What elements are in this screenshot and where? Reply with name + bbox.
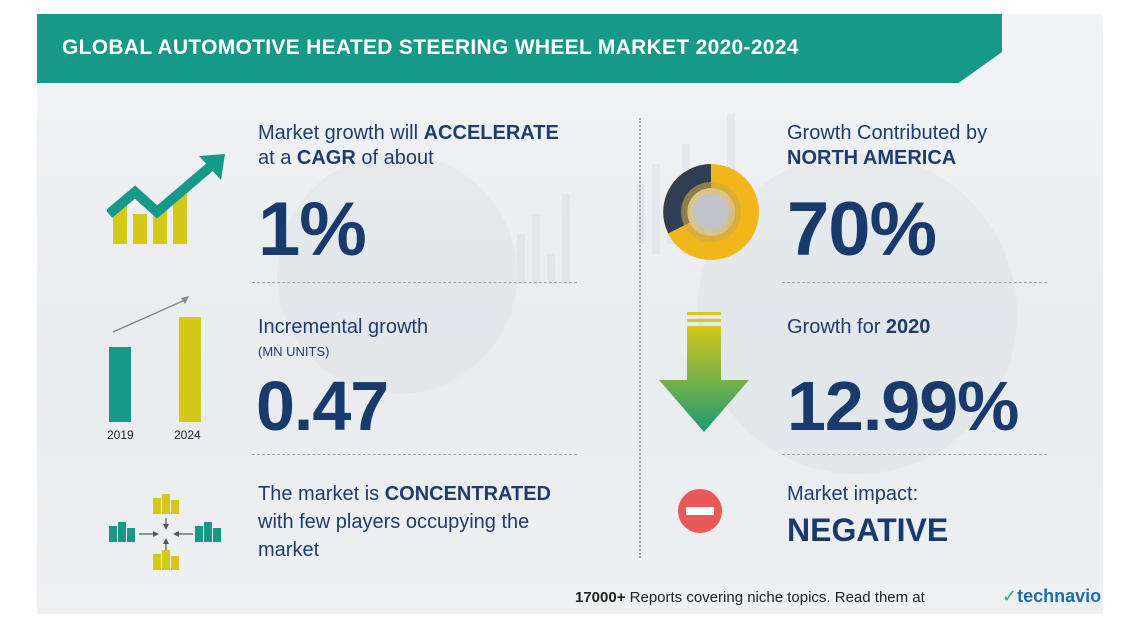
footer-text: 17000+ Reports covering niche topics. Re… (575, 589, 925, 606)
concentration-line2: with few players occupying the (258, 511, 530, 533)
impact-label: Market impact: (787, 483, 919, 505)
concentration-prefix: The market is (258, 483, 385, 505)
row-divider (782, 282, 1047, 283)
yoy-prefix: Growth for (787, 316, 886, 338)
region-line2: NORTH AMERICA (787, 145, 956, 171)
cagr-text-line2: at a CAGR of about (258, 145, 434, 171)
yoy-year: 2020 (885, 316, 931, 338)
bar-label-2024: 2024 (174, 428, 201, 442)
concentration-line3: market (258, 539, 320, 561)
incremental-label: Incremental growth (258, 316, 429, 338)
region-value: 70% (787, 187, 937, 272)
concentration-bold: CONCENTRATED (384, 483, 551, 505)
cagr-label: CAGR (296, 147, 356, 169)
technavio-logo-icon: ✓ (1002, 586, 1018, 606)
footer-count: 17000+ (575, 589, 626, 606)
row-divider (782, 454, 1047, 455)
cagr-value: 1% (258, 187, 367, 272)
region-line1: Growth Contributed by (787, 122, 988, 144)
down-arrow-icon (659, 312, 749, 432)
title-banner (37, 14, 1002, 83)
row-divider (252, 454, 577, 455)
technavio-logo[interactable]: ✓technavio (1002, 586, 1101, 607)
impact-value: NEGATIVE (787, 512, 949, 548)
row-divider (252, 282, 577, 283)
region-name: NORTH AMERICA (787, 147, 957, 169)
cagr-at-a: at a (258, 147, 297, 169)
cagr-suffix: of about (355, 147, 434, 169)
column-divider (639, 118, 641, 558)
buildings-converging-icon (109, 494, 221, 570)
yoy-value: 12.99% (787, 367, 1019, 445)
cagr-prefix: Market growth will (258, 122, 424, 144)
background-decoration (277, 114, 1017, 474)
concentration-line1: The market is CONCENTRATED (258, 481, 551, 507)
yoy-label: Growth for 2020 (787, 314, 930, 340)
bar-comparison-icon (109, 296, 201, 422)
incremental-value: 0.47 (256, 367, 389, 445)
incremental-unit: (MN UNITS) (258, 344, 330, 359)
footer-description: Reports covering niche topics. Read them… (625, 589, 925, 606)
cagr-accelerate: ACCELERATE (423, 122, 559, 144)
minus-circle-icon (678, 489, 722, 533)
bar-label-2019: 2019 (107, 428, 134, 442)
technavio-brand: technavio (1017, 586, 1102, 606)
infographic-card: GLOBAL AUTOMOTIVE HEATED STEERING WHEEL … (37, 14, 1103, 614)
page-title: GLOBAL AUTOMOTIVE HEATED STEERING WHEEL … (62, 36, 799, 59)
growth-chart-icon (107, 154, 225, 244)
cagr-text-line1: Market growth will ACCELERATE (258, 120, 559, 146)
donut-chart-icon (663, 164, 759, 260)
